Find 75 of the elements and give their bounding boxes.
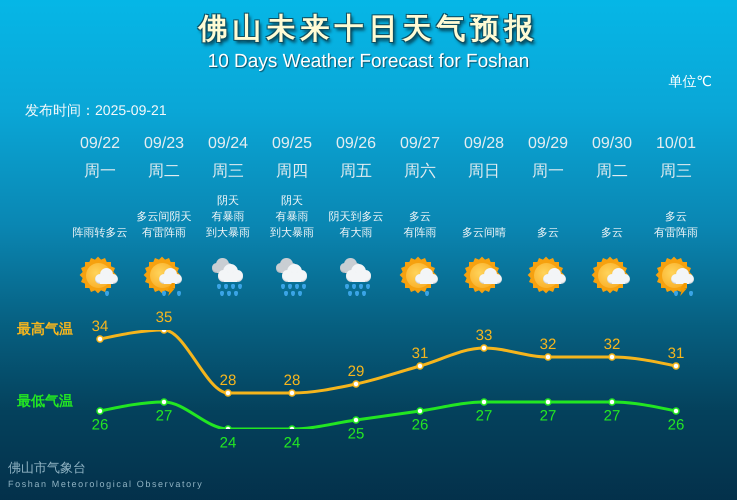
text: 多云 [601,226,623,241]
point [96,335,104,343]
x-tick-label: 09/26 [336,135,376,152]
text: 佛山市气象台 [8,459,86,476]
data-label: 26 [92,416,108,434]
data-label: 33 [476,327,492,344]
x-tick-label: 10/01 [656,135,696,152]
point [608,398,616,406]
text: 发布时间：2025-09-21 [25,101,167,119]
point [544,398,552,406]
data-label: 27 [476,407,492,424]
text: 多云间晴 [462,226,506,241]
text: 周六 [404,162,436,182]
text: 周一 [84,162,116,182]
data-label: 24 [284,434,300,452]
point [480,344,488,352]
text: 周一 [532,162,564,182]
point [416,407,424,415]
data-label: 32 [604,336,620,353]
data-label: 25 [348,425,364,442]
point [288,389,296,397]
text: 阴天到多云有大雨 [328,210,384,241]
data-label: 32 [540,336,556,353]
data-label: 31 [412,345,428,362]
data-label: 31 [668,345,684,362]
text: 周三 [660,162,692,182]
series-label: 最高气温 [16,320,73,337]
data-label: 29 [348,363,364,380]
text: 阴天有暴雨到大暴雨 [270,194,314,241]
text: 周二 [148,162,180,182]
text: 周五 [340,162,372,182]
series-label: 最低气温 [16,392,73,409]
data-label: 28 [284,372,300,389]
x-tick-label: 09/23 [144,135,184,152]
text: 单位℃ [668,72,712,90]
data-label: 35 [156,309,172,326]
point [96,407,104,415]
data-label: 28 [220,372,236,389]
data-label: 27 [604,407,620,424]
text: 多云有雷阵雨 [654,210,698,241]
x-tick-label: 09/24 [208,135,248,152]
x-tick-label: 09/30 [592,135,632,152]
point [352,416,360,424]
text: 阴天有暴雨到大暴雨 [206,194,250,241]
text: 阵雨转多云 [72,226,128,241]
point [672,362,680,370]
chart-title: 佛山未来十日天气预报 [198,12,538,47]
text: 多云 [537,226,559,241]
text: 周四 [276,162,308,182]
point [608,353,616,361]
point [224,389,232,397]
data-label: 26 [412,416,428,434]
point [480,398,488,406]
data-label: 27 [156,407,172,424]
text: 周二 [596,162,628,182]
point [352,380,360,388]
text: 多云间阴天有雷阵雨 [136,210,192,241]
x-tick-label: 09/27 [400,135,440,152]
text: 多云有阵雨 [404,210,436,241]
data-label: 24 [220,434,236,452]
text: Foshan Meteorological Observatory [8,478,204,491]
x-tick-label: 09/29 [528,135,568,152]
text: 周三 [212,162,244,182]
point [160,398,168,406]
text: 周日 [468,162,500,182]
data-label: 26 [668,416,684,434]
chart-subtitle: 10 Days Weather Forecast for Foshan [208,50,530,74]
data-label: 27 [540,407,556,424]
x-tick-label: 09/28 [464,135,504,152]
data-label: 34 [92,318,108,335]
point [672,407,680,415]
point [544,353,552,361]
point [416,362,424,370]
x-tick-label: 09/25 [272,135,312,152]
x-tick-label: 09/22 [80,135,120,152]
